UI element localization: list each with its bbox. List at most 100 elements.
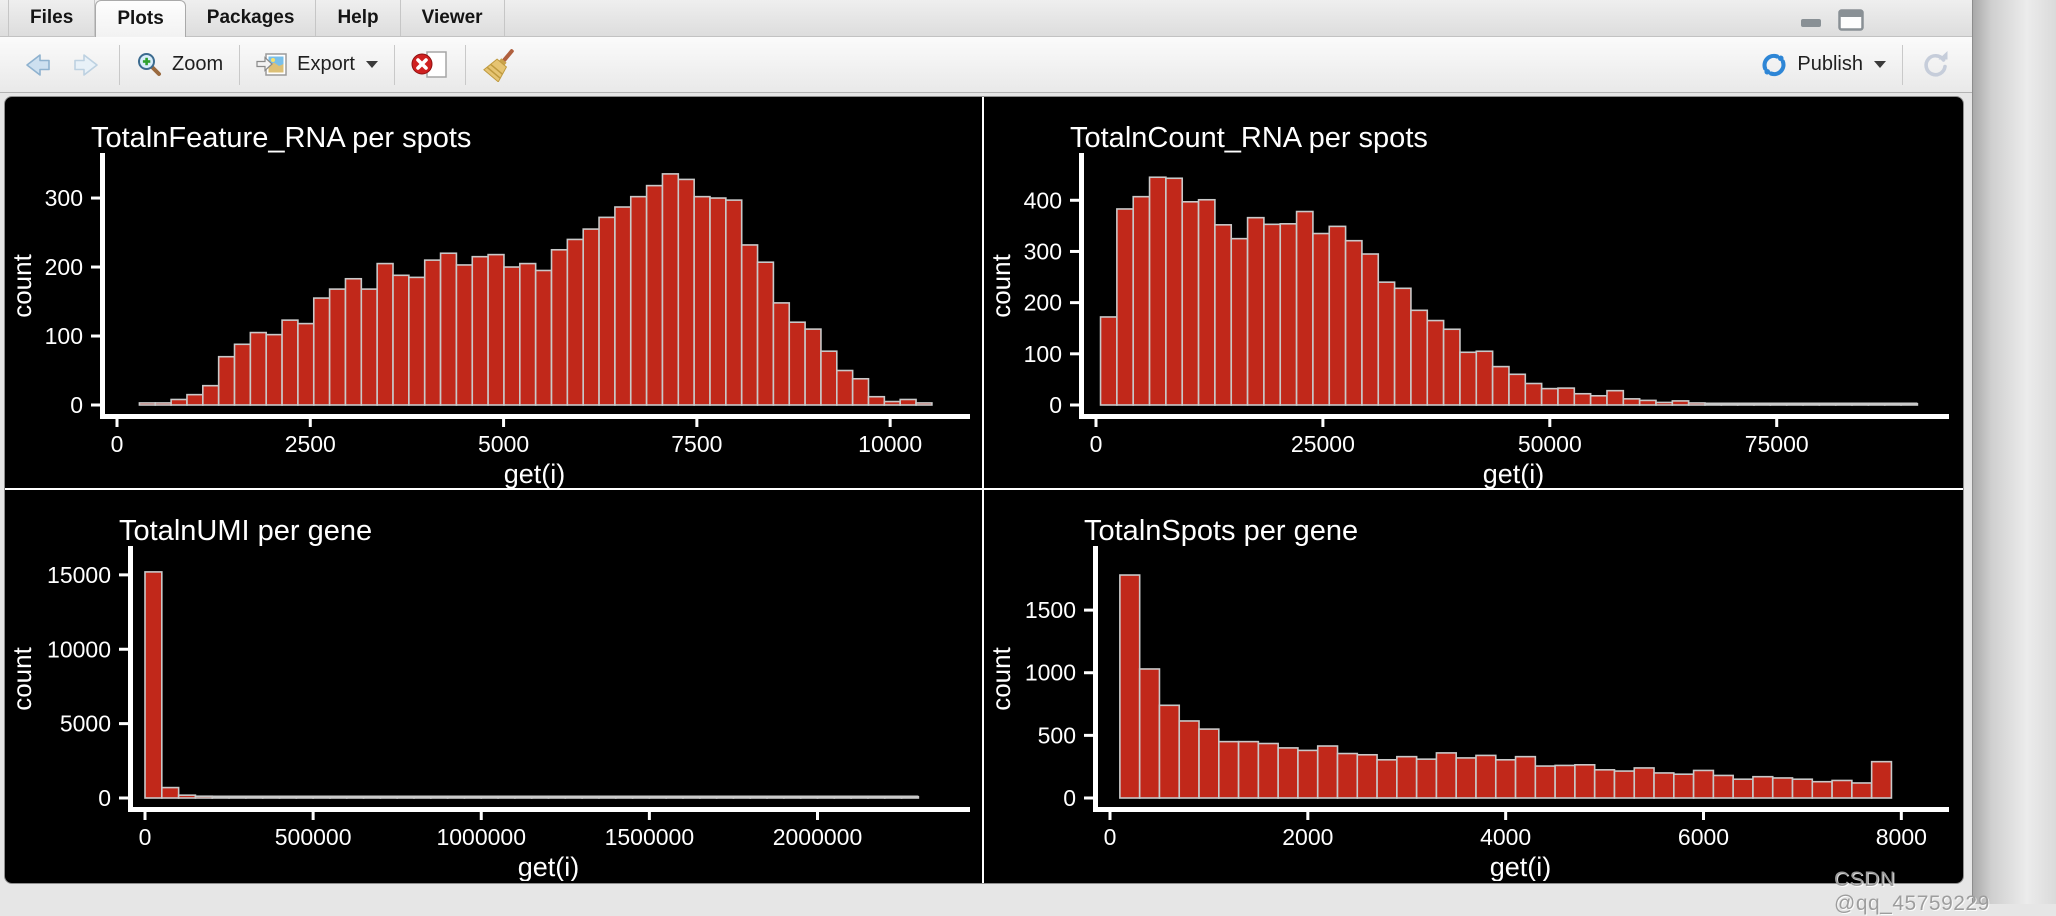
histogram-bar [217,355,236,406]
histogram-bar [439,252,458,406]
histogram-bar [1712,774,1734,799]
x-tick [1899,812,1903,820]
histogram-bar [497,795,516,799]
histogram-bar [1344,239,1363,406]
x-tick [888,419,892,427]
histogram-bar [804,328,822,406]
maximize-icon[interactable] [1838,9,1864,31]
histogram-bar [833,795,852,799]
y-tick [1084,733,1093,737]
chart-title: TotalnSpots per gene [1084,515,1358,547]
histogram-bar [379,795,398,799]
x-tick [1548,419,1552,427]
histogram-bar [1655,401,1674,406]
clear-all-plots-button[interactable] [473,43,527,87]
zoom-button[interactable]: Zoom [127,46,232,83]
x-tick-label: 4000 [1480,824,1531,850]
y-tick [91,265,100,269]
remove-plot-button[interactable] [402,45,458,85]
histogram-bar [278,795,298,799]
histogram-bar [883,400,901,406]
x-tick [1094,419,1098,427]
histogram-bar [725,199,743,406]
tab-plots[interactable]: Plots [95,0,186,37]
toolbar-separator [119,44,120,85]
histogram-bar [1198,728,1220,799]
minimize-icon[interactable] [1800,10,1822,30]
toolbar-separator [464,44,466,85]
histogram-bar [1442,328,1461,406]
histogram-bar [1257,742,1279,799]
back-button[interactable] [12,46,62,84]
histogram-bar [772,302,791,406]
y-axis-label: count [7,646,37,710]
tab-files[interactable]: Files [8,0,96,36]
histogram-bar [661,173,680,406]
histogram-bar [211,795,230,799]
x-tick [143,812,147,820]
broom-icon [482,48,518,82]
y-axis-label: count [986,253,1016,317]
tab-packages[interactable]: Packages [186,0,317,36]
publish-button[interactable]: Publish [1751,46,1895,84]
histogram-bar [1246,216,1265,406]
histogram-bar [715,795,735,799]
histogram-bar [1769,402,1788,406]
histogram-bar [312,297,331,406]
histogram-bar [1410,309,1429,406]
histogram-bar [1818,402,1837,406]
y-tick [1084,796,1093,800]
histogram-bar [1396,755,1418,799]
export-image-icon [256,52,288,78]
histogram-bar [1851,402,1870,406]
histogram-bar [1606,389,1625,406]
histogram-bar [1263,223,1282,406]
histogram-bar [345,795,365,799]
histogram-bar [648,795,667,799]
histogram-bar [1197,198,1216,406]
y-axis-line [1093,546,1098,812]
histogram-bar [1214,224,1233,406]
y-tick [119,573,128,577]
x-tick [502,419,506,427]
y-tick [119,796,128,800]
histogram-bar [1181,201,1200,406]
forward-button[interactable] [62,46,112,84]
histogram-bar [423,259,442,406]
histogram-bar [1771,777,1794,799]
x-tick-label: 1000000 [436,824,526,850]
plot-canvas: TotalnFeature_RNA per spots count 0 100 200 3… [4,96,1964,884]
histogram-bar [1435,752,1458,799]
histogram-bar [1165,177,1184,406]
tab-viewer[interactable]: Viewer [401,0,505,36]
histogram-bar [1540,387,1559,406]
tab-help[interactable]: Help [316,0,401,36]
chevron-down-icon [365,61,378,68]
histogram-bar [233,343,252,406]
histogram-bar [820,350,838,406]
x-tick [308,419,312,427]
toolbar-separator [1902,44,1903,85]
y-tick [1070,352,1079,356]
histogram-bar [1356,753,1378,799]
y-axis-label: count [7,253,37,317]
histogram-bar [1459,351,1478,406]
publish-button-label: Publish [1797,53,1863,75]
x-tick-label: 2000 [1282,824,1333,850]
histogram-bar [1851,782,1873,799]
histogram-bar [362,795,382,799]
histogram-bar [1524,382,1543,406]
export-button[interactable]: Export [247,47,387,83]
histogram-bar [1230,237,1249,406]
x-axis-label: get(i) [518,852,580,881]
histogram-bar [816,795,836,799]
histogram-bar [186,393,204,406]
refresh-button[interactable] [1910,44,1960,86]
histogram-bar [732,795,752,799]
histogram-bar [1514,755,1537,799]
histogram-bar [396,795,415,799]
histogram-bar [1393,287,1412,406]
histogram-bar [1297,749,1319,799]
histogram-bar [598,216,616,406]
histogram-bar [766,795,785,799]
